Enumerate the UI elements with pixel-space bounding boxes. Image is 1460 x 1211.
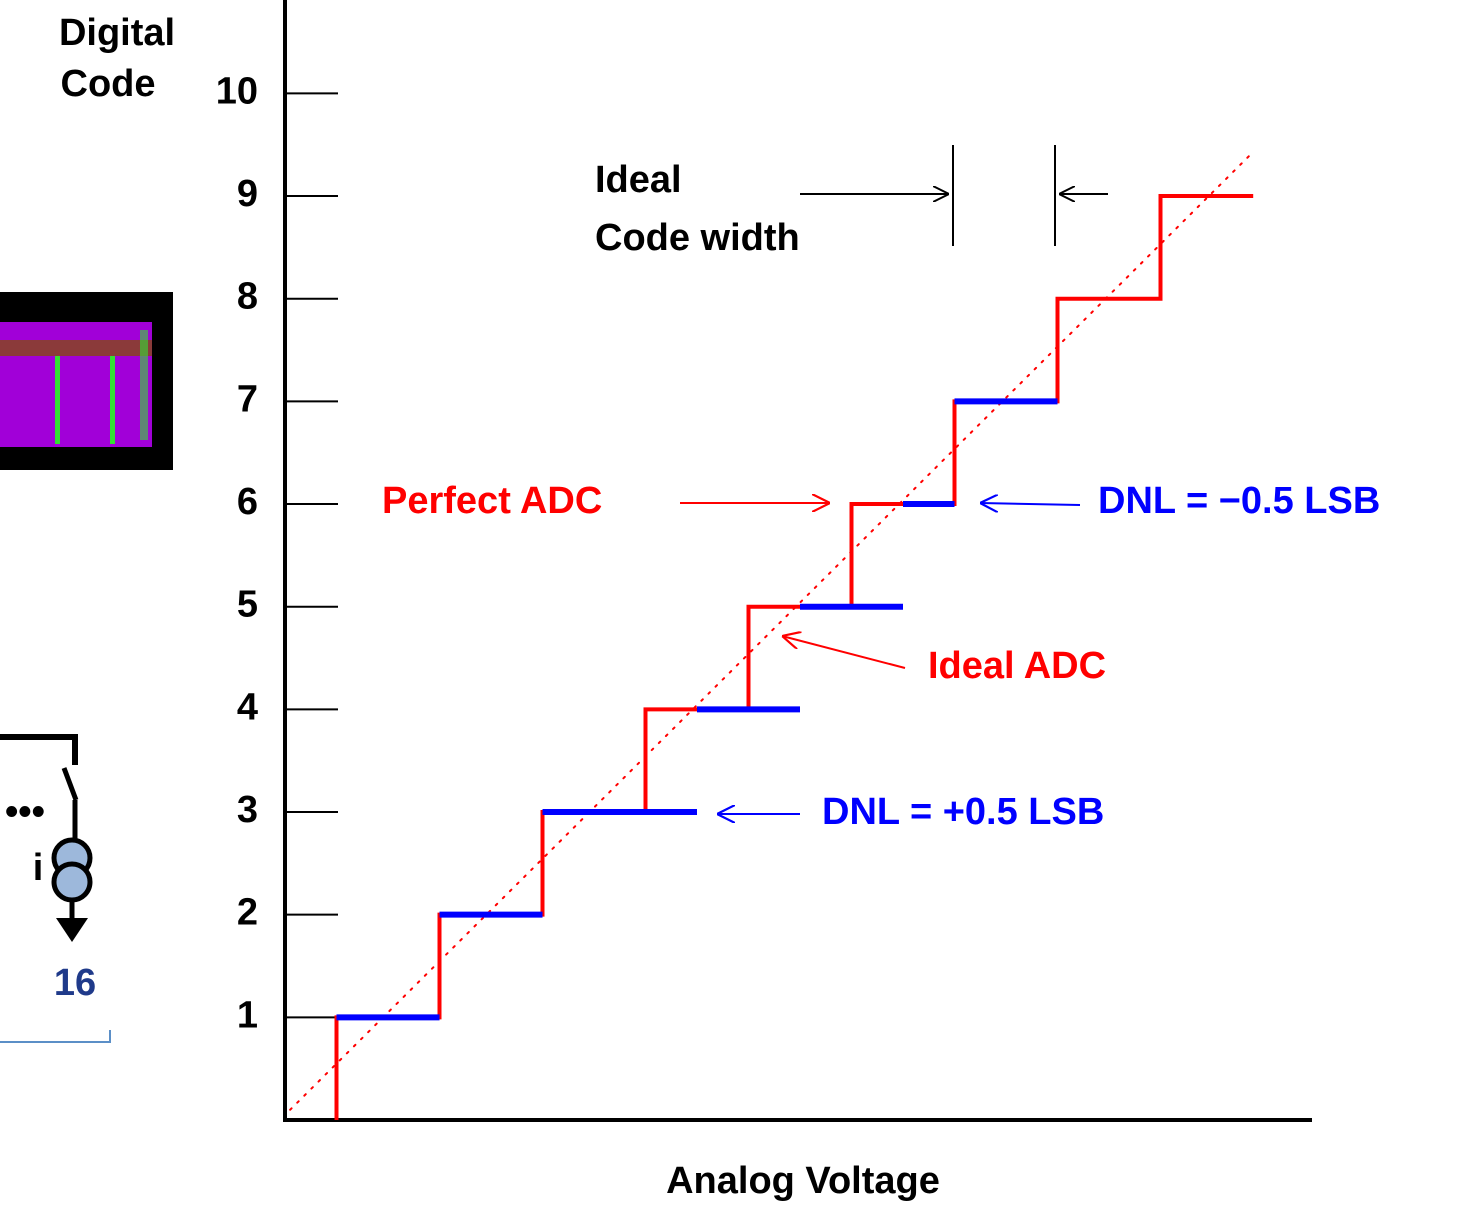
y-tick-label: 5 [237, 584, 258, 626]
y-tick-label: 8 [237, 276, 258, 318]
annotation: Ideal [595, 159, 682, 201]
annotation: Code width [595, 217, 800, 259]
annotation: Ideal ADC [928, 645, 1106, 687]
ellipsis: ••• [5, 791, 45, 833]
y-tick-label: 3 [237, 789, 258, 831]
y-tick-label: 6 [237, 481, 258, 523]
annotation: Perfect ADC [382, 480, 602, 522]
y-axis-label: Digital [59, 12, 175, 54]
left-fragment-image [0, 292, 173, 470]
annotation: DNL = +0.5 LSB [822, 791, 1104, 833]
y-tick-label: 10 [216, 70, 258, 112]
arrow [980, 503, 1081, 505]
current-label: i [33, 847, 44, 889]
arrow [782, 636, 906, 669]
y-tick-label: 2 [237, 892, 258, 934]
x-axis-label: Analog Voltage [666, 1160, 940, 1202]
count-label: 16 [54, 962, 96, 1004]
y-tick-label: 9 [237, 173, 258, 215]
y-tick-label: 1 [237, 994, 258, 1036]
annotation: DNL = −0.5 LSB [1098, 480, 1380, 522]
left-fragment-circuit [0, 734, 111, 1043]
y-tick-label: 7 [237, 378, 258, 420]
y-axis-label: Code [61, 63, 156, 105]
y-tick-label: 4 [237, 686, 258, 728]
perfect-staircase [334, 194, 1254, 1120]
